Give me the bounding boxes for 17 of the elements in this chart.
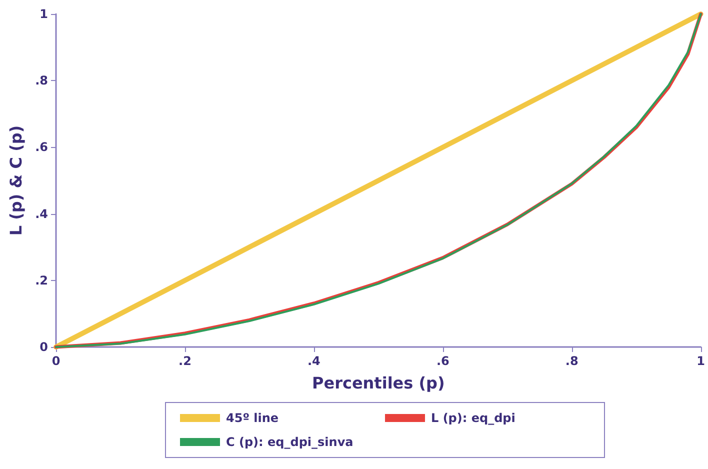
y-tick-label: .6 (35, 140, 48, 154)
y-tick-label: .2 (35, 273, 48, 288)
x-tick-label: 1 (696, 354, 706, 368)
y-tick-label: 1 (40, 7, 48, 21)
y-tick-label: .4 (35, 206, 48, 221)
x-axis-title: Percentiles (p) (312, 374, 445, 392)
x-tick-label: 0 (52, 354, 60, 368)
legend-label: C (p): eq_dpi_sinva (226, 435, 354, 449)
legend-label: 45º line (226, 411, 279, 425)
y-tick-label: .8 (35, 74, 48, 88)
x-tick-label: .4 (307, 354, 320, 368)
legend-label: L (p): eq_dpi (431, 411, 516, 425)
y-tick-label: 0 (40, 340, 48, 354)
x-tick-label: .2 (178, 354, 192, 368)
x-tick-label: .8 (565, 354, 578, 368)
y-axis-title: L (p) & C (p) (6, 125, 26, 236)
x-tick-label: .6 (436, 354, 450, 368)
